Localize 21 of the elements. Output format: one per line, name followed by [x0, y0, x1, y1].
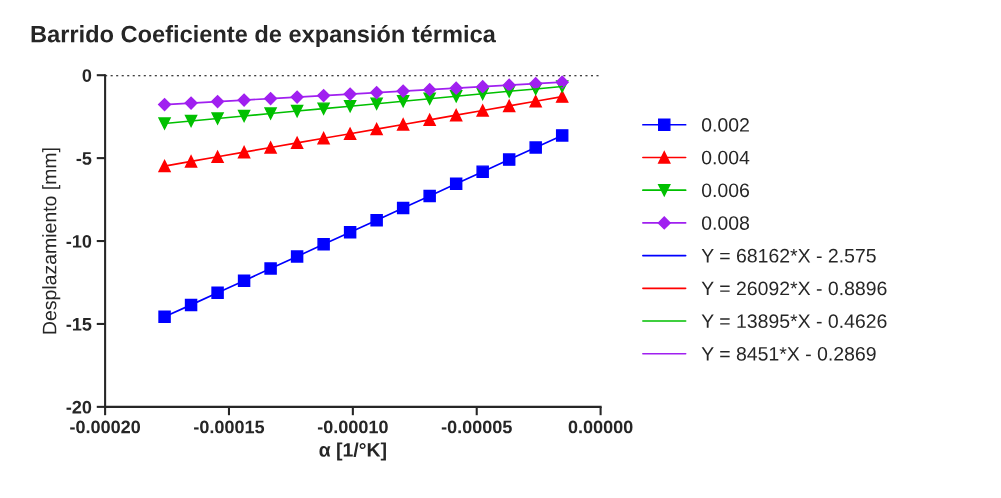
x-tick-label: 0.00000: [568, 420, 633, 434]
legend-label: 0.006: [701, 183, 750, 198]
legend-label: 0.008: [701, 216, 750, 230]
legend-label: Y = 8451*X - 0.2869: [701, 346, 876, 361]
legend-label: Y = 68162*X - 2.575: [701, 248, 876, 263]
y-tick-label: -10: [66, 234, 92, 248]
y-tick-label: -5: [76, 152, 92, 165]
x-tick-label: -0.00015: [194, 420, 265, 434]
y-tick-label: -15: [66, 318, 92, 331]
legend-label: 0.004: [701, 150, 750, 165]
x-tick-label: -0.00005: [441, 420, 512, 434]
x-tick-label: -0.00010: [317, 420, 388, 434]
legend-label: 0.002: [701, 118, 749, 132]
x-tick-label: -0.00020: [70, 420, 141, 434]
x-axis-title: α [1/°K]: [319, 442, 386, 461]
legend-label: Y = 26092*X - 0.8896: [701, 281, 887, 296]
y-axis-title: Desplazamiento [mm]: [42, 148, 61, 334]
y-tick-label: 0: [82, 69, 92, 82]
y-tick-label: -20: [66, 400, 92, 414]
legend-label: Y = 13895*X - 0.4626: [701, 314, 887, 329]
chart-title: Barrido Coeficiente de expansión térmica: [31, 24, 496, 48]
